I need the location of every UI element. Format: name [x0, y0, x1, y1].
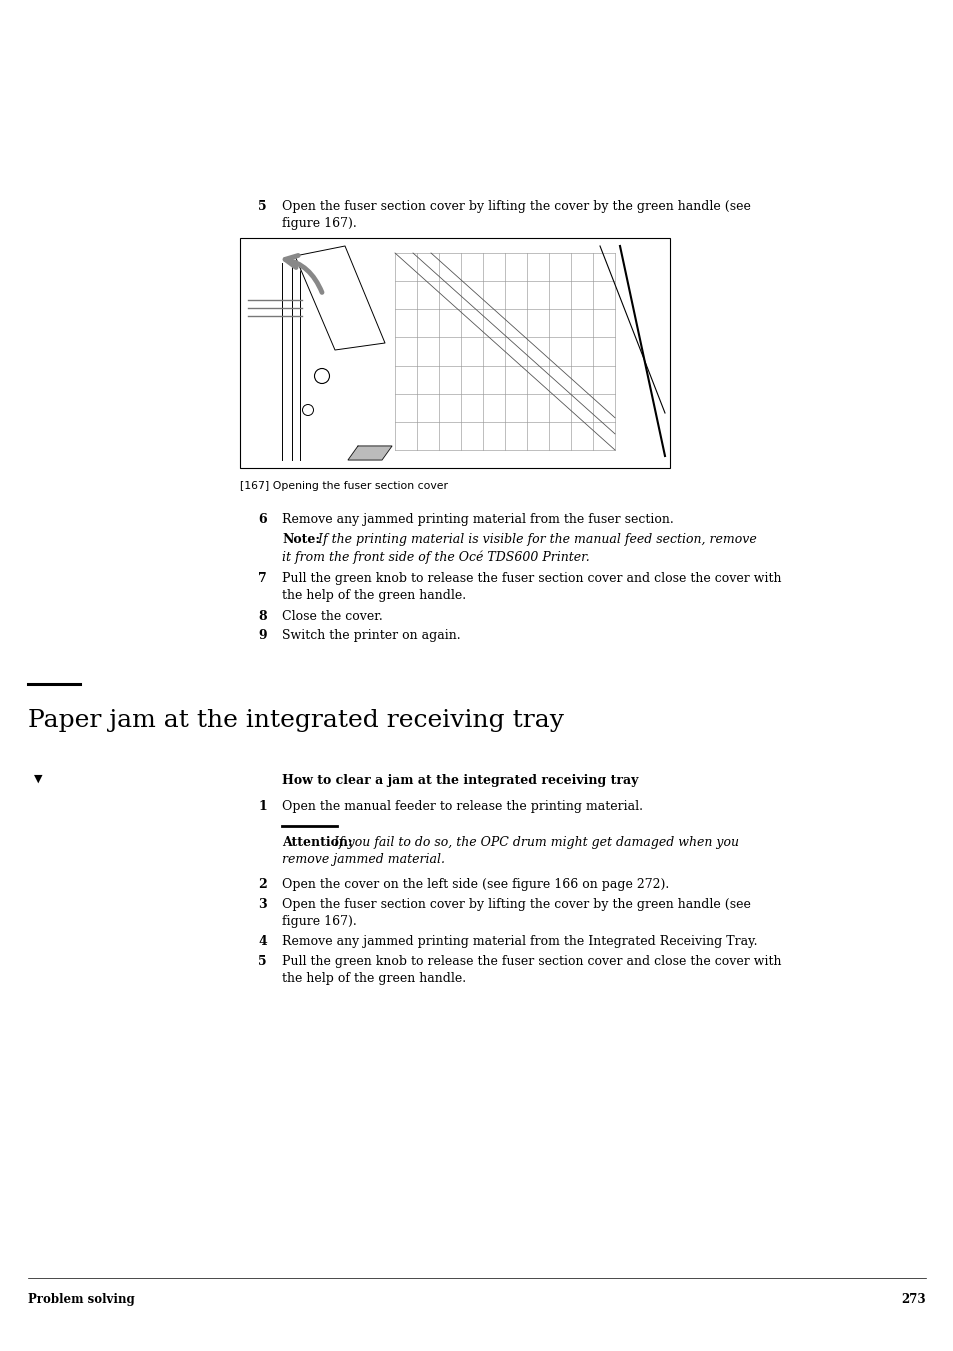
Text: Pull the green knob to release the fuser section cover and close the cover with: Pull the green knob to release the fuser… — [282, 955, 781, 967]
Text: remove jammed material.: remove jammed material. — [282, 852, 444, 866]
Text: 2: 2 — [257, 878, 267, 892]
Text: Problem solving: Problem solving — [28, 1293, 134, 1306]
Text: Open the fuser section cover by lifting the cover by the green handle (see: Open the fuser section cover by lifting … — [282, 897, 750, 911]
Text: Switch the printer on again.: Switch the printer on again. — [282, 630, 460, 642]
Text: How to clear a jam at the integrated receiving tray: How to clear a jam at the integrated rec… — [282, 774, 638, 788]
Bar — [240, 238, 669, 467]
Text: figure 167).: figure 167). — [282, 218, 356, 231]
Text: figure 167).: figure 167). — [282, 915, 356, 928]
Text: Open the cover on the left side (see figure 166 on page 272).: Open the cover on the left side (see fig… — [282, 878, 669, 892]
Text: 5: 5 — [257, 200, 266, 213]
Text: Pull the green knob to release the fuser section cover and close the cover with: Pull the green knob to release the fuser… — [282, 571, 781, 585]
Text: the help of the green handle.: the help of the green handle. — [282, 971, 466, 985]
Text: Attention:: Attention: — [282, 835, 353, 848]
Text: the help of the green handle.: the help of the green handle. — [282, 589, 466, 603]
Text: If you fail to do so, the OPC drum might get damaged when you: If you fail to do so, the OPC drum might… — [330, 835, 739, 848]
Text: [167] Opening the fuser section cover: [167] Opening the fuser section cover — [240, 481, 448, 490]
Text: ▼: ▼ — [33, 774, 42, 784]
Text: 7: 7 — [257, 571, 267, 585]
Text: 3: 3 — [257, 897, 266, 911]
Text: 273: 273 — [901, 1293, 925, 1306]
Text: it from the front side of the Océ TDS600 Printer.: it from the front side of the Océ TDS600… — [282, 550, 589, 563]
Text: 6: 6 — [257, 513, 266, 526]
Polygon shape — [294, 246, 385, 350]
Text: Open the fuser section cover by lifting the cover by the green handle (see: Open the fuser section cover by lifting … — [282, 200, 750, 213]
Text: Paper jam at the integrated receiving tray: Paper jam at the integrated receiving tr… — [28, 709, 563, 732]
Text: 4: 4 — [257, 935, 267, 948]
Text: Close the cover.: Close the cover. — [282, 609, 382, 623]
Text: 9: 9 — [257, 630, 266, 642]
Text: Open the manual feeder to release the printing material.: Open the manual feeder to release the pr… — [282, 800, 642, 813]
Text: Remove any jammed printing material from the Integrated Receiving Tray.: Remove any jammed printing material from… — [282, 935, 757, 948]
Text: Remove any jammed printing material from the fuser section.: Remove any jammed printing material from… — [282, 513, 673, 526]
Text: 8: 8 — [257, 609, 266, 623]
Text: 5: 5 — [257, 955, 266, 967]
Polygon shape — [348, 446, 392, 459]
Text: If the printing material is visible for the manual feed section, remove: If the printing material is visible for … — [314, 532, 757, 546]
Text: 1: 1 — [257, 800, 267, 813]
Text: Note:: Note: — [282, 532, 319, 546]
